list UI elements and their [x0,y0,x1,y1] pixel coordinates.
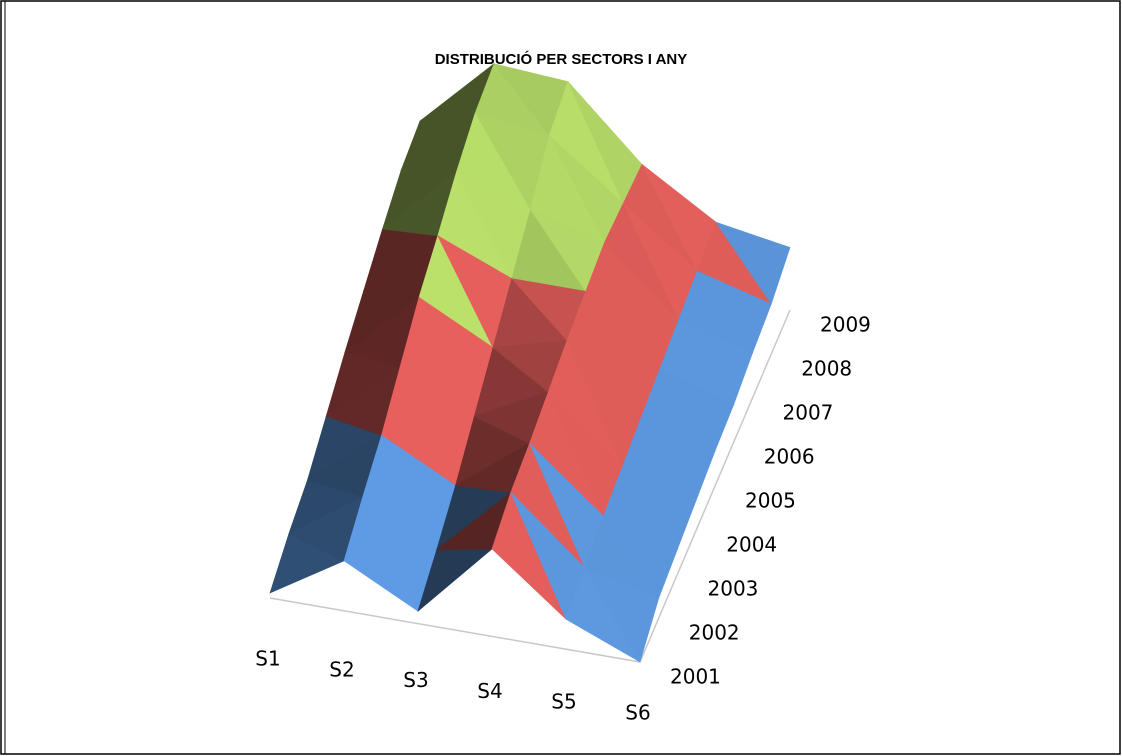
surface-facet [640,417,716,501]
surface-facet [696,270,772,354]
chart-title: DISTRIBUCIÓ PER SECTORS I ANY [435,50,688,68]
side-edge [639,309,791,663]
y-tick-label: 2006 [764,445,815,469]
surface [269,62,791,663]
x-tick-label: S2 [329,657,354,681]
x-tick-label: S1 [255,647,280,671]
floor [269,309,791,663]
surface-facet [715,221,791,305]
surface-facet [658,368,735,452]
x-tick-label: S5 [551,690,576,714]
y-tick-label: 2004 [726,533,777,557]
y-tick-label: 2001 [670,665,721,689]
y-tick-label: 2003 [708,577,759,601]
y-tick-label: 2005 [745,489,796,513]
surface-facet [602,515,678,599]
surface-facet [677,319,753,406]
y-tick-label: 2008 [801,357,852,381]
x-tick-label: S3 [403,668,428,692]
x-tick-label: S6 [625,701,650,725]
surface-facet [621,466,697,550]
x-tick-label: S4 [477,679,502,703]
front-edge [269,597,641,663]
surface-facet [584,567,660,663]
y-tick-label: 2009 [820,313,871,337]
y-tick-label: 2002 [689,621,740,645]
y-tick-label: 2007 [783,401,834,425]
